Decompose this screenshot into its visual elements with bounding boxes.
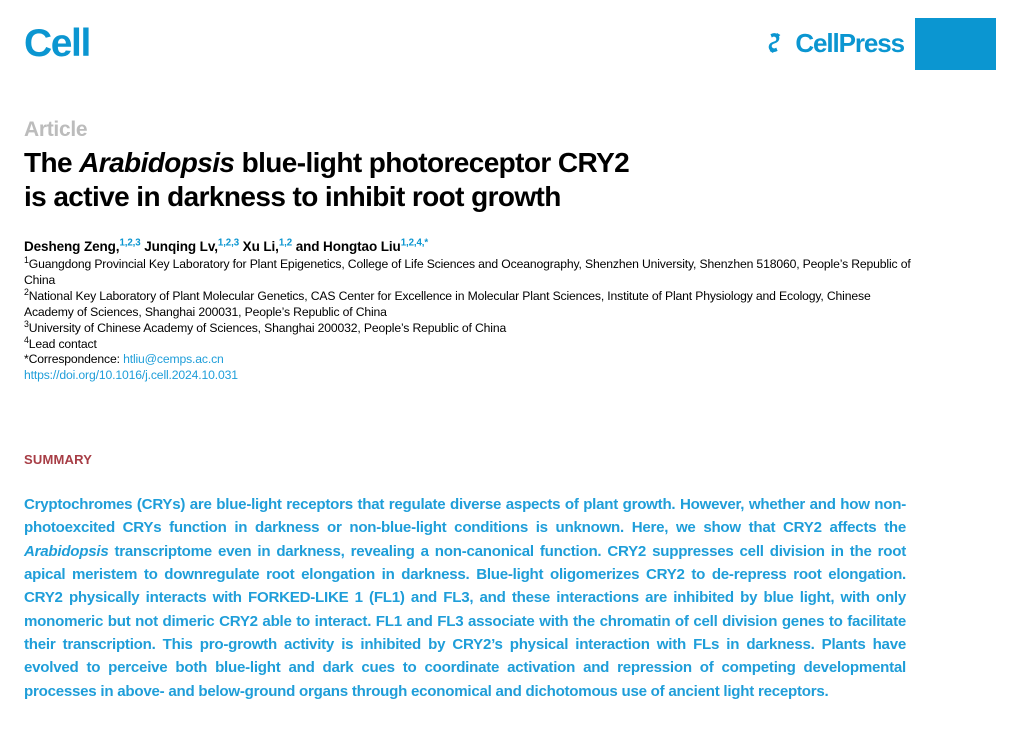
page-title: The Arabidopsis blue-light photoreceptor… <box>24 146 824 214</box>
page-header: Cell CellPress <box>0 0 1011 92</box>
author-4-name[interactable]: and Hongtao Liu <box>292 239 401 254</box>
title-block: Article The Arabidopsis blue-light photo… <box>24 118 924 214</box>
affiliation-marker: 4 <box>24 334 29 345</box>
doi-link[interactable]: https://doi.org/10.1016/j.cell.2024.10.0… <box>24 368 238 383</box>
authors-block: Desheng Zeng,1,2,3 Junqing Lv,1,2,3 Xu L… <box>24 238 914 384</box>
cellpress-logo[interactable]: CellPress <box>762 28 905 58</box>
header-accent-box <box>915 18 996 70</box>
affiliation-text: National Key Laboratory of Plant Molecul… <box>24 288 871 319</box>
affiliation-text: Lead contact <box>28 336 97 351</box>
affiliation-list: 1Guangdong Provincial Key Laboratory for… <box>24 255 914 353</box>
summary-body: Cryptochromes (CRYs) are blue-light rece… <box>24 493 906 703</box>
cell-journal-logo[interactable]: Cell <box>24 22 91 65</box>
author-1-affiliation-marks[interactable]: 1,2,3 <box>119 237 141 249</box>
author-3-name[interactable]: Xu Li, <box>239 239 279 254</box>
author-4-affiliation-marks[interactable]: 1,2,4,* <box>400 237 429 249</box>
summary-section: SUMMARY Cryptochromes (CRYs) are blue-li… <box>24 452 906 703</box>
author-list: Desheng Zeng,1,2,3 Junqing Lv,1,2,3 Xu L… <box>24 238 914 256</box>
correspondence-line: *Correspondence: htliu@cemps.ac.cn <box>24 352 914 368</box>
summary-italic-species: Arabidopsis <box>24 542 109 560</box>
author-1-name[interactable]: Desheng Zeng, <box>24 239 120 254</box>
affiliation-marker: 1 <box>24 255 29 266</box>
affiliation-text: University of Chinese Academy of Science… <box>28 320 507 335</box>
affiliation-item: 4Lead contact <box>24 334 914 353</box>
summary-heading: SUMMARY <box>24 452 93 467</box>
author-2-name[interactable]: Junqing Lv, <box>140 239 218 254</box>
title-part-2: blue-light photoreceptor CRY2 <box>234 147 630 179</box>
summary-part-1: Cryptochromes (CRYs) are blue-light rece… <box>24 496 906 537</box>
summary-part-2: transcriptome even in darkness, revealin… <box>24 542 906 700</box>
correspondence-email-link[interactable]: htliu@cemps.ac.cn <box>123 352 224 367</box>
author-2-affiliation-marks[interactable]: 1,2,3 <box>217 237 240 249</box>
title-italic-species: Arabidopsis <box>79 147 235 179</box>
affiliation-marker: 2 <box>24 286 29 297</box>
affiliation-item: 1Guangdong Provincial Key Laboratory for… <box>24 255 914 289</box>
correspondence-label: *Correspondence: <box>24 352 124 367</box>
cellpress-loop-icon <box>762 30 788 56</box>
title-part-3: is active in darkness to inhibit root gr… <box>24 181 561 213</box>
title-part-1: The <box>24 147 80 179</box>
affiliation-item: 3University of Chinese Academy of Scienc… <box>24 318 914 337</box>
article-type-kicker: Article <box>24 118 88 141</box>
author-3-affiliation-marks[interactable]: 1,2 <box>278 237 293 249</box>
affiliation-item: 2National Key Laboratory of Plant Molecu… <box>24 286 914 321</box>
affiliation-text: Guangdong Provincial Key Laboratory for … <box>24 257 911 288</box>
affiliation-marker: 3 <box>24 318 29 329</box>
cellpress-wordmark: CellPress <box>795 28 905 58</box>
